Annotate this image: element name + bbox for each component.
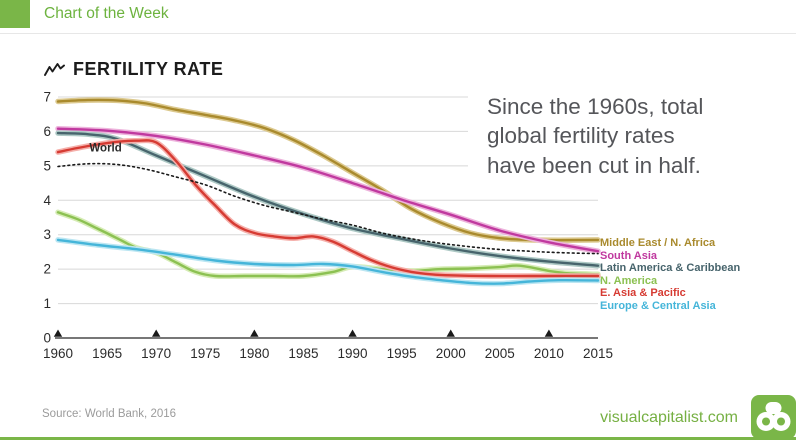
decade-marker-1970 (151, 329, 161, 337)
header-divider (0, 33, 796, 34)
visualcapitalist-logo[interactable] (751, 395, 796, 439)
chart-title-row: FERTILITY RATE (44, 59, 223, 80)
x-tick-label-1960: 1960 (43, 346, 73, 361)
legend-item: South Asia (600, 249, 658, 262)
legend-item: Middle East / N. Africa (600, 237, 716, 249)
series-line-europe-central-asia (56, 238, 600, 285)
y-tick-label-7: 7 (43, 90, 51, 105)
line-chart-icon (44, 62, 65, 77)
bottom-accent-rule (0, 437, 796, 440)
legend-item: Europe & Central Asia (600, 299, 716, 312)
y-tick-label-3: 3 (43, 227, 51, 242)
series-line-world (57, 162, 599, 255)
x-tick-label-2005: 2005 (485, 346, 515, 361)
y-tick-label-0: 0 (43, 331, 51, 346)
y-tick-label-1: 1 (43, 296, 51, 311)
y-tick-label-5: 5 (43, 158, 51, 173)
series-line-e-asia-pacific (56, 139, 600, 278)
source-credit: Source: World Bank, 2016 (42, 408, 177, 420)
world-inline-label: World (89, 142, 121, 154)
decade-marker-1960 (53, 329, 63, 337)
decade-marker-1980 (250, 329, 259, 337)
decade-marker-2000 (446, 329, 455, 337)
x-tick-label-2000: 2000 (436, 346, 466, 361)
series-line-middle-east-n-africa (56, 98, 600, 242)
series-line-n-america (56, 211, 600, 278)
y-tick-label-4: 4 (43, 193, 51, 208)
decade-marker-1990 (348, 329, 357, 337)
x-tick-label-1965: 1965 (92, 346, 122, 361)
header-title: Chart of the Week (44, 5, 169, 22)
brand-accent-block (0, 0, 30, 28)
visualcapitalist-link[interactable]: visualcapitalist.com (600, 409, 738, 426)
y-tick-label-2: 2 (43, 262, 51, 277)
binoculars-icon (751, 395, 796, 440)
x-tick-label-1985: 1985 (288, 346, 318, 361)
annotation-text: Since the 1960s, total global fertility … (487, 94, 704, 178)
chart-legend: Middle East / N. Africa South Asia Latin A… (600, 237, 740, 312)
series-line-latin-america-caribbean (56, 131, 600, 267)
x-tick-label-2010: 2010 (534, 346, 564, 361)
legend-item: E. Asia & Pacific (600, 287, 686, 299)
x-tick-label-2015: 2015 (583, 346, 613, 361)
x-tick-label-1990: 1990 (338, 346, 368, 361)
x-tick-label-1995: 1995 (387, 346, 417, 361)
x-tick-label-1975: 1975 (190, 346, 220, 361)
decade-marker-2010 (544, 329, 554, 337)
series-line-south-asia (56, 127, 600, 253)
y-tick-label-6: 6 (43, 124, 51, 139)
x-tick-label-1980: 1980 (239, 346, 269, 361)
legend-item: N. America (600, 274, 658, 287)
x-tick-label-1970: 1970 (141, 346, 171, 361)
chart-title: FERTILITY RATE (73, 59, 224, 79)
legend-item: Latin America & Caribbean (600, 262, 741, 274)
